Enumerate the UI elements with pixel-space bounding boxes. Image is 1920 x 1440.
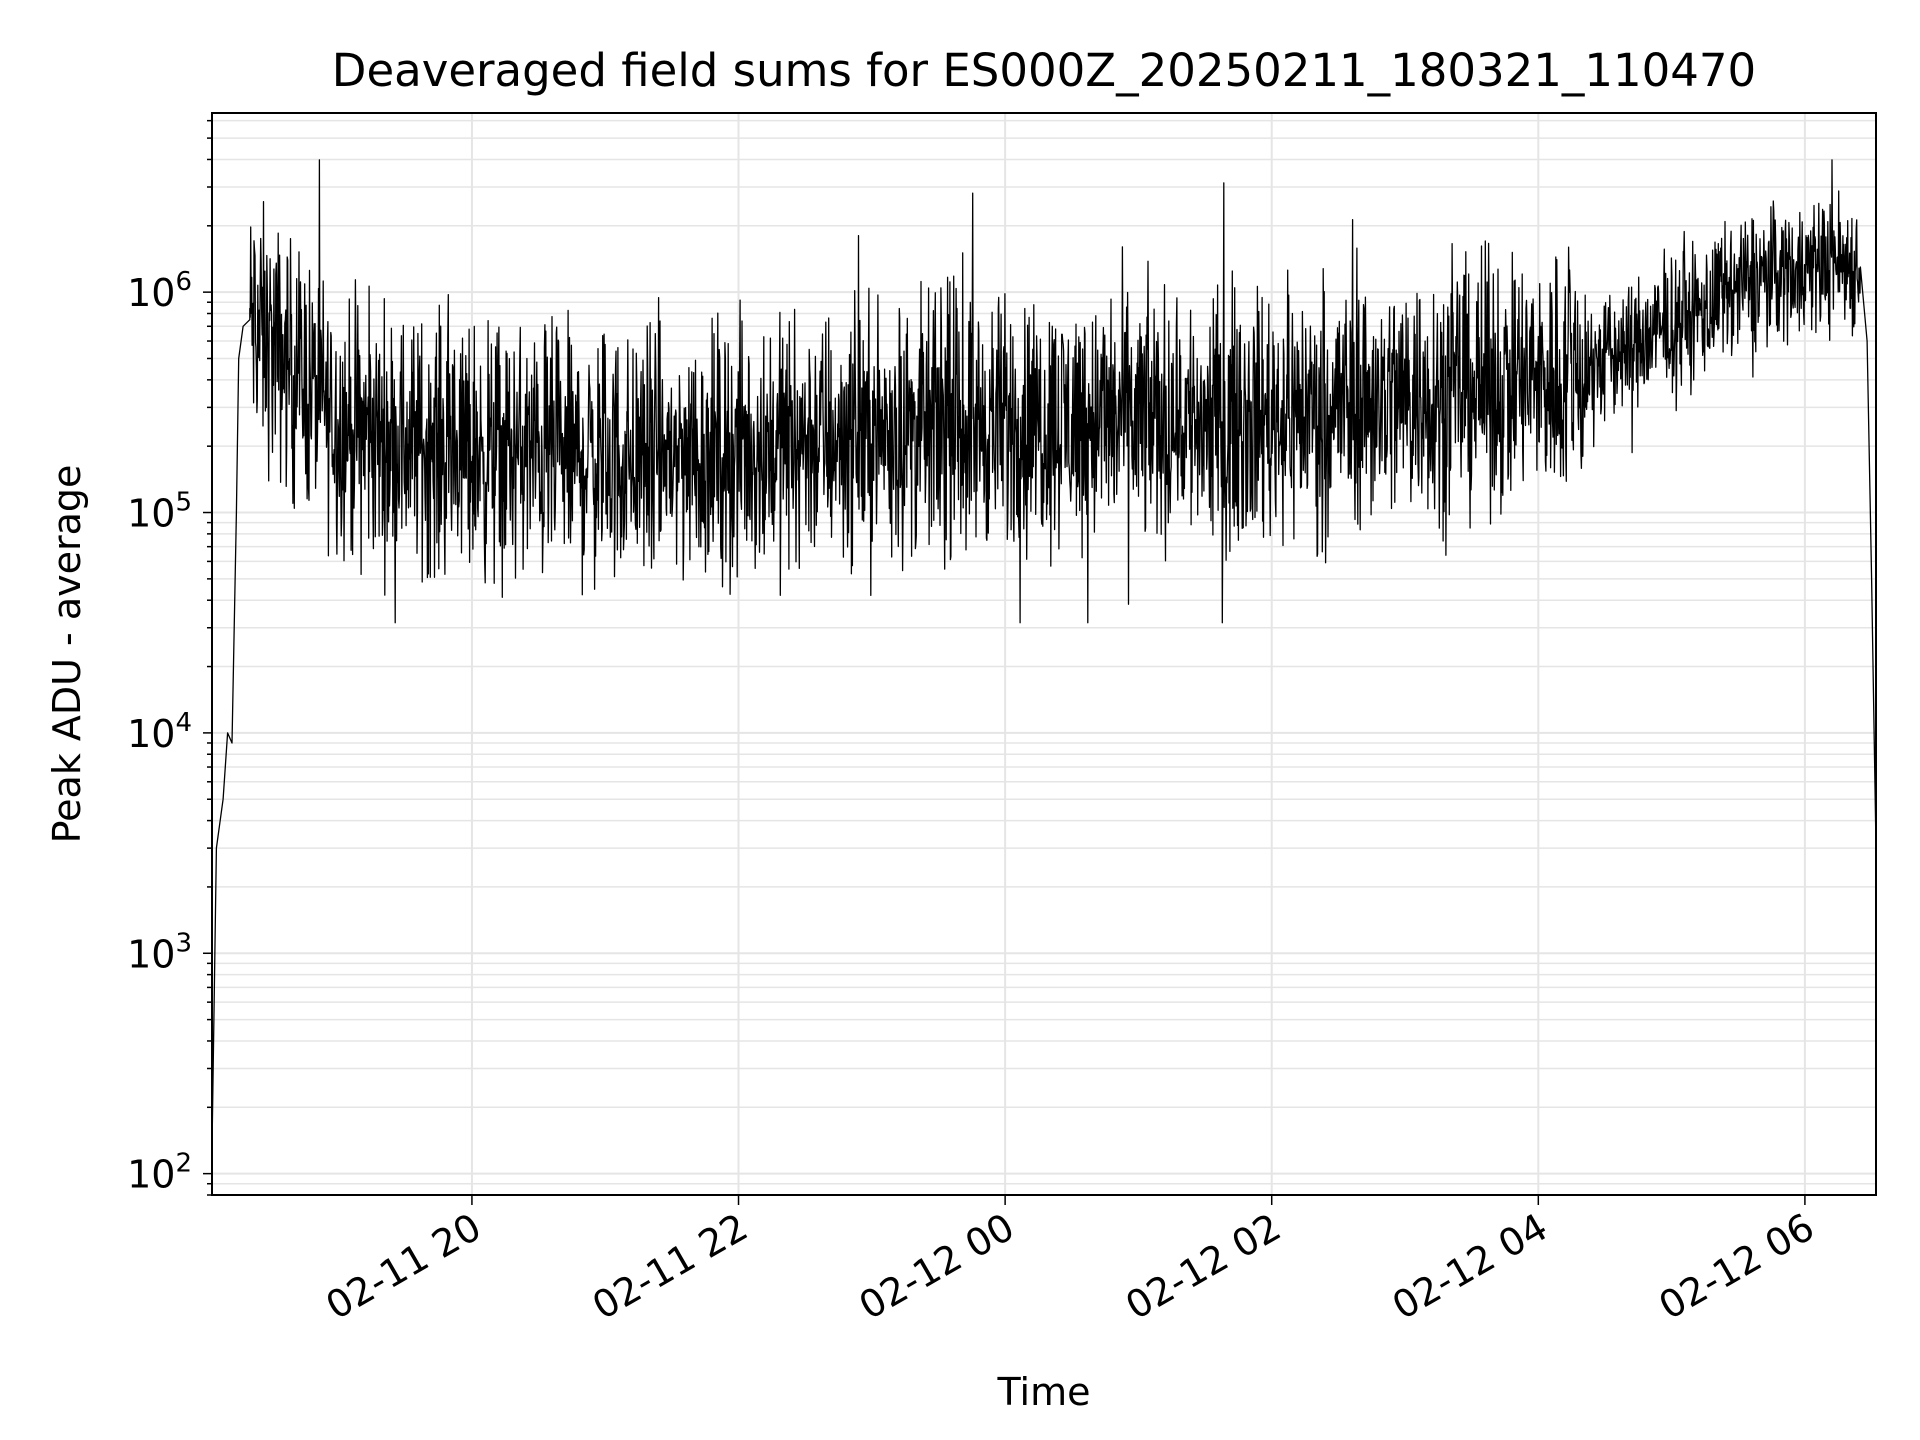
y-tick-label: 103 — [127, 928, 192, 976]
x-tick-label: 02-12 04 — [1385, 1205, 1555, 1329]
chart-title: Deaveraged field sums for ES000Z_2025021… — [332, 44, 1756, 97]
plot-frame — [211, 112, 1877, 1196]
y-tick-label: 102 — [127, 1149, 192, 1197]
series-line-layer — [211, 159, 1877, 1149]
y-tick-label: 105 — [127, 488, 192, 536]
x-tick-label: 02-12 06 — [1651, 1205, 1821, 1329]
x-tick-label: 02-12 00 — [852, 1205, 1022, 1329]
grid-lines — [212, 113, 1876, 1196]
y-axis-label: Peak ADU - average — [45, 465, 89, 844]
x-axis-label: Time — [997, 1370, 1091, 1414]
x-tick-label: 02-11 22 — [585, 1205, 755, 1329]
y-tick-label: 104 — [127, 708, 192, 756]
x-tick-label: 02-11 20 — [318, 1205, 488, 1329]
y-tick-label: 106 — [127, 267, 192, 315]
x-tick-label: 02-12 02 — [1118, 1205, 1288, 1329]
series-line-0 — [211, 159, 1877, 1149]
